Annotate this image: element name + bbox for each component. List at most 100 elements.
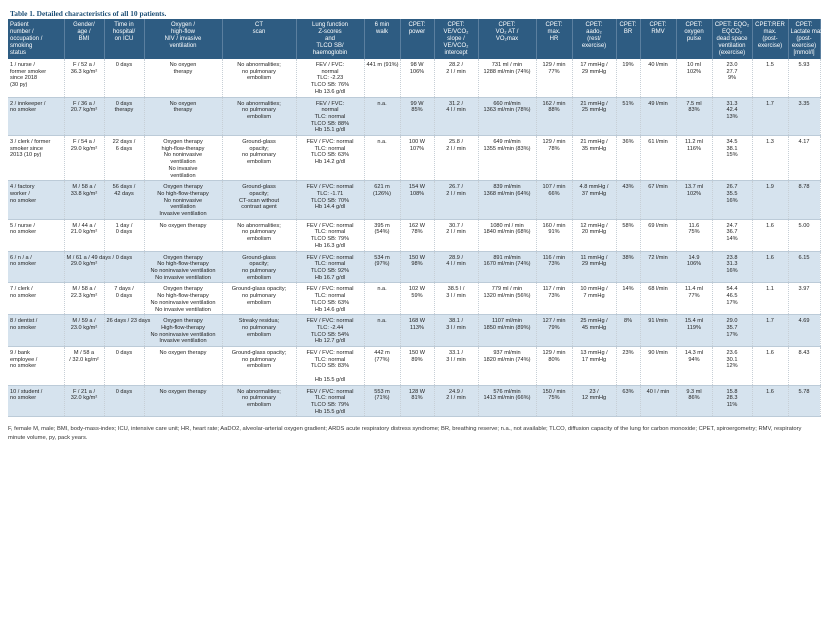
cell-time: 0 days (104, 346, 145, 386)
cell-line: 2 l / min (446, 395, 466, 402)
cell-line: 779 ml / min (491, 286, 523, 293)
column-header-lung: Lung function Z-scores and TLCO SB/haemoglo… (296, 19, 365, 59)
cell-br: 14% (616, 282, 641, 316)
cell-line: no pulmonary (242, 267, 276, 274)
column-header-line: walk (375, 29, 388, 35)
cell-line: 30.1 (726, 356, 738, 363)
cell-line: no smoker (10, 395, 37, 402)
cell-line: no smoker (10, 261, 37, 268)
column-header-lactate: CPET: Lactate max. (post-exercise) [mmol/l] (788, 19, 825, 59)
cell-rmv: 68 l/min (640, 282, 677, 316)
cell-oxygen: No oxygen therapy (144, 385, 223, 418)
cell-line: 13.7 ml (684, 184, 704, 191)
column-header-br: CPET: BR (616, 19, 641, 59)
cell-line: 113% (410, 324, 424, 331)
column-header-line: ventilation (169, 43, 197, 49)
cell-line: 23.0 kg/m² (70, 324, 98, 331)
cell-line: 59% (411, 293, 423, 300)
column-header-line: VE/VCO₂ (443, 43, 469, 49)
cell-vo2: 779 ml / min 1320 ml/min (56%) (478, 282, 537, 316)
cell-line: embolism (247, 299, 271, 306)
cell-time: 1 day /0 days (104, 219, 145, 252)
cell-line: 1.6 (766, 222, 774, 229)
cell-line: 28.9 / (449, 254, 463, 261)
cell-lung: FEV / FVC: normal TLC: -2.23 TLCO SB: 76% Hb… (296, 59, 365, 98)
cell-time: 0 days (104, 59, 145, 98)
cell-line: 106% (686, 261, 702, 268)
cell-line: 0 days (115, 350, 133, 357)
cell-line: M / 61 a / 49 days / (66, 254, 115, 261)
cell-line: 67 l/min (648, 184, 668, 191)
cell-vo2: 660 ml/min 1363 ml/min (78%) (478, 97, 537, 137)
cell-patient: 1 / nurse / former smoker since 2018 (30 py… (8, 59, 65, 98)
cell-line: 99 W (410, 100, 424, 107)
cell-line: No oxygen therapy (159, 222, 207, 229)
cell-line: 38.1 (726, 145, 738, 152)
cell-line: Streaky residua; (238, 318, 280, 325)
cell-vo2: 839 ml/min 1368 ml/min (64%) (478, 180, 537, 220)
cell-line: therapy (173, 107, 193, 114)
cell-line: 25.8 / (449, 139, 463, 146)
cell-line: no pulmonary (242, 324, 276, 331)
cell-gender: M / 61 a / 49 days /29.0 kg/m² (64, 251, 115, 284)
cell-walk: 395 m (54%) (364, 219, 401, 252)
cell-line: TLCO SB: 79% (310, 236, 350, 243)
column-header-line: NIV / invasive (164, 36, 202, 42)
cell-line: FEV / FVC: (315, 62, 345, 68)
cell-gender: F / 54 a /29.0 kg/m² (64, 135, 105, 182)
cell-line: 553 m (374, 388, 390, 395)
cell-ct: Ground-glass opacity; no pulmonary embolis… (222, 282, 297, 316)
column-header-line: CPET: (408, 22, 426, 28)
cell-lung: FEV / FVC: normal TLC: normal TLCO SB: 92%… (296, 251, 365, 284)
cell-line: No abnormalities; (237, 222, 281, 229)
cell-line: TLC: normal (314, 395, 346, 402)
cell-line: 7 mmHg (583, 293, 605, 300)
cell-line: 0 days (115, 62, 133, 68)
cell-line: 23.6 (726, 350, 738, 357)
cell-slope: 24.9 /2 l / min (434, 385, 479, 418)
cell-line: no pulmonary (242, 229, 276, 236)
cell-lactate: 6.15 (788, 251, 821, 284)
cell-line: 4 l / min (446, 261, 466, 268)
cell-line: 13% (726, 113, 738, 120)
cell-line: no smoker (10, 363, 37, 370)
cell-ct: Streaky residua; no pulmonary embolism (222, 314, 297, 348)
cell-power: 154 W 108% (400, 180, 435, 220)
column-header-line: VE/VCO₂ (443, 29, 469, 35)
cell-line: 128 W (408, 388, 426, 395)
column-header-line: power (408, 29, 426, 35)
column-header-line: slope / (447, 36, 465, 42)
cell-line: 77% (688, 293, 700, 300)
cell-line: no pulmonary (242, 395, 276, 402)
cell-walk: 441 m (91%) (364, 59, 401, 98)
cell-line: no pulmonary (242, 68, 276, 75)
cell-line: M / 58 a (73, 350, 95, 357)
cell-line: TLC: normal (314, 113, 346, 120)
cell-line: 10 / student / (10, 388, 43, 395)
cell-line (299, 370, 362, 377)
column-header-line: CPET: (585, 22, 603, 28)
cell-line: 102% (686, 68, 702, 75)
cell-line: no pulmonary (242, 107, 276, 114)
cell-line: 14.9 (688, 254, 700, 261)
cell-rer: 1.6 (752, 219, 789, 252)
cell-line: Hb 16.7 g/dl (314, 274, 346, 281)
cell-line: 23.8 (726, 254, 738, 261)
cell-line: 22 days / (112, 139, 136, 146)
cell-line: therapy (173, 68, 193, 75)
cell-lactate: 4.69 (788, 314, 821, 348)
cell-line: Oxygen therapy (163, 139, 203, 146)
cell-line: 102% (686, 190, 702, 197)
cell-line: 78% (411, 229, 423, 236)
cell-line: Hb 14.4 g/dl (314, 204, 346, 211)
column-header-line: RMV (651, 29, 665, 35)
cell-rer: 1.6 (752, 346, 789, 386)
cell-line: 3.35 (798, 100, 810, 107)
cell-line: 5 / nurse / (10, 222, 35, 229)
cell-line: 17 mmHg (581, 356, 607, 363)
cell-line: 150 / min (542, 388, 566, 395)
cell-rer: 1.6 (752, 385, 789, 418)
column-header-line: (post- (762, 36, 778, 42)
cell-line: Hb 12.7 g/dl (314, 338, 346, 345)
cell-line: 2 l / min (446, 145, 466, 152)
